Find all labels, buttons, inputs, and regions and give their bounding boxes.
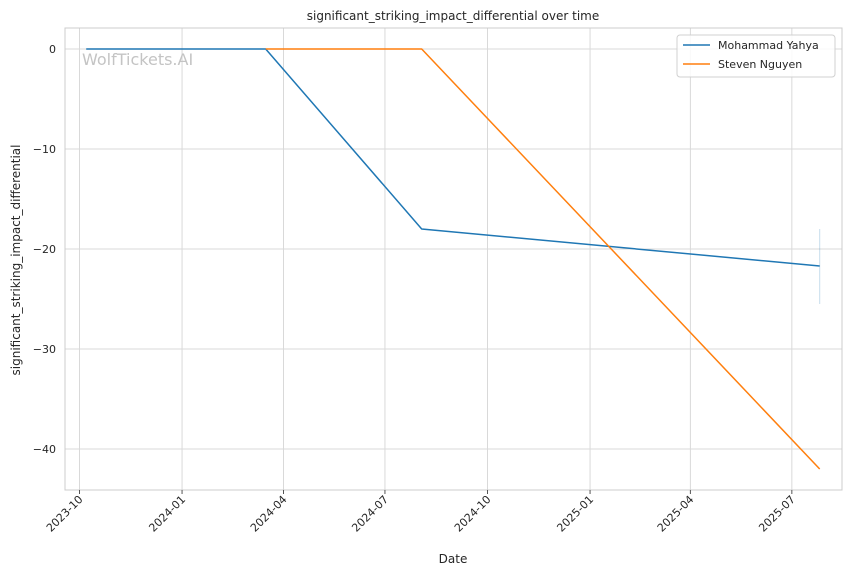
series-layer	[86, 48, 821, 470]
grid-layer	[65, 28, 842, 490]
x-tick-label: 2025-07	[756, 493, 798, 535]
y-tick-label: −20	[33, 243, 56, 256]
series-line	[86, 48, 820, 267]
y-tick-label: −10	[33, 143, 56, 156]
y-tick-label: −30	[33, 343, 56, 356]
x-tick-label: 2025-01	[554, 493, 596, 535]
x-axis-ticks: 2023-10 2024-01 2024-04 2024-07 2024-10 2025-…	[44, 490, 798, 535]
legend-label: Mohammad Yahya	[718, 39, 819, 52]
x-tick-label: 2024-07	[349, 493, 391, 535]
legend-box	[676, 34, 836, 78]
y-tick-label: −40	[33, 443, 56, 456]
legend-label: Steven Nguyen	[718, 58, 802, 71]
x-tick-label: 2024-04	[248, 493, 290, 535]
x-axis-label: Date	[439, 552, 468, 566]
y-tick-label: 0	[49, 43, 56, 56]
x-tick-label: 2023-10	[44, 493, 86, 535]
legend: Mohammad Yahya Steven Nguyen	[676, 34, 836, 78]
chart-title: significant_striking_impact_differential…	[307, 9, 599, 23]
plot-frame	[64, 27, 843, 491]
y-axis-label: significant_striking_impact_differential	[9, 145, 23, 376]
watermark-text: WolfTickets.AI	[82, 50, 193, 69]
x-tick-label: 2024-10	[452, 493, 494, 535]
x-tick-label: 2025-04	[655, 493, 697, 535]
x-tick-label: 2024-01	[146, 493, 188, 535]
y-axis-ticks: 0 −10 −20 −30 −40	[33, 43, 56, 456]
series-line	[265, 48, 821, 470]
